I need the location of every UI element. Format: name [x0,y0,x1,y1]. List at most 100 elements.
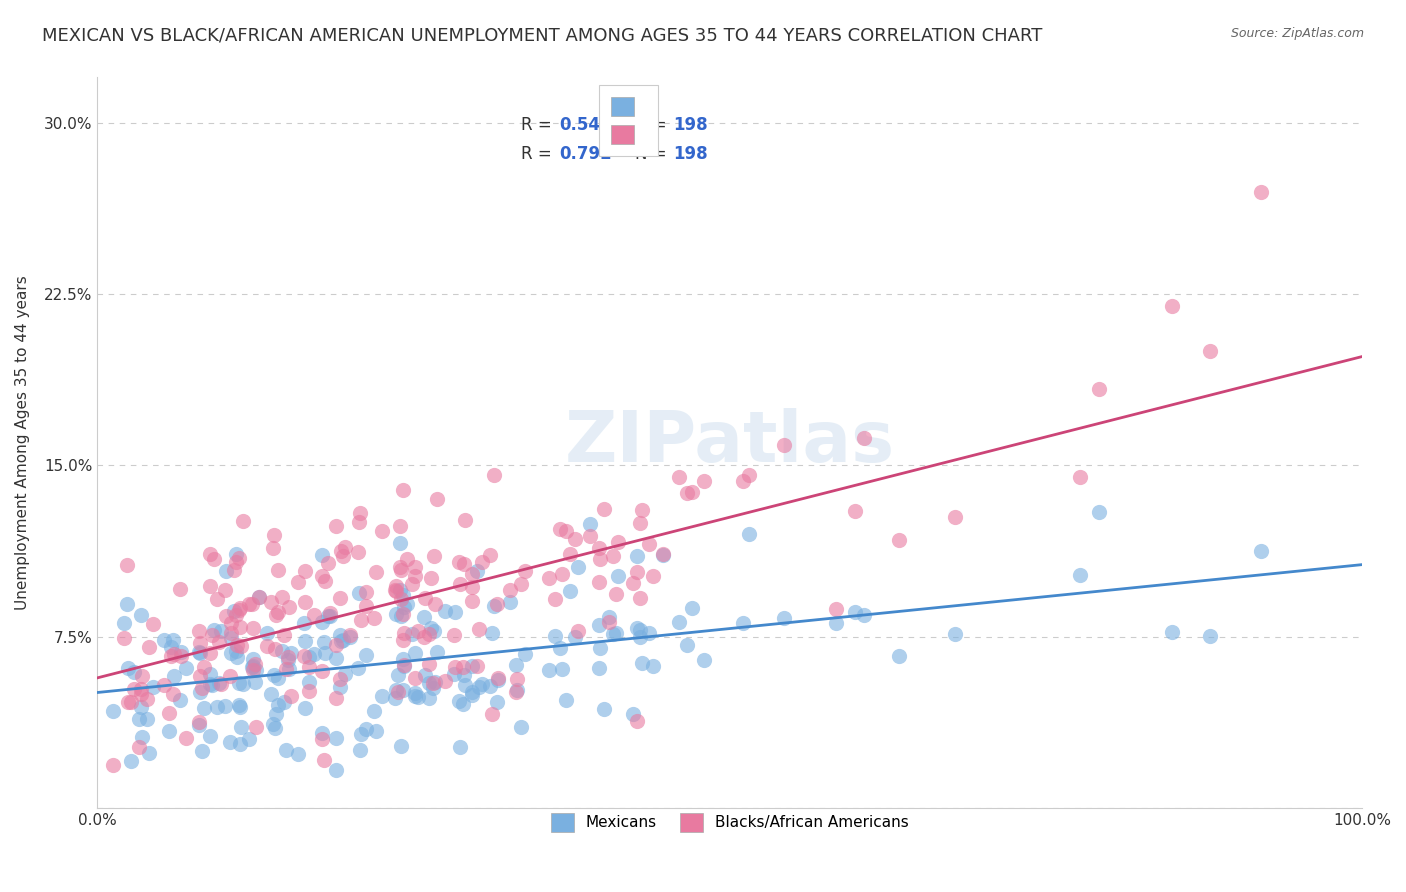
Mexicans [626,549,648,563]
Blacks/African Americans [312,753,335,767]
Blacks/African Americans [385,584,408,599]
Blacks/African Americans [264,608,287,623]
Mexicans [188,718,211,732]
Blacks/African Americans [198,547,221,561]
Mexicans [389,583,412,598]
Blacks/African Americans [588,575,610,590]
Blacks/African Americans [626,714,648,728]
Mexicans [311,615,333,629]
Blacks/African Americans [339,628,361,642]
Blacks/African Americans [304,607,326,622]
Blacks/African Americans [392,633,415,648]
Blacks/African Americans [676,486,699,500]
Mexicans [191,744,214,758]
Mexicans [198,677,221,691]
Blacks/African Americans [513,564,536,578]
Blacks/African Americans [444,660,467,674]
Blacks/African Americans [387,685,409,699]
Blacks/African Americans [349,515,371,529]
Blacks/African Americans [354,585,377,599]
Mexicans [731,616,754,631]
Mexicans [214,699,236,714]
Mexicans [419,621,441,635]
Mexicans [371,689,394,703]
Mexicans [314,646,336,660]
Mexicans [312,635,335,649]
Text: 0.792: 0.792 [558,145,612,163]
Blacks/African Americans [548,522,571,536]
Blacks/African Americans [681,484,703,499]
Mexicans [693,653,716,667]
Mexicans [129,699,152,714]
Blacks/African Americans [364,566,387,580]
Blacks/African Americans [558,547,581,561]
Blacks/African Americans [844,504,866,518]
Blacks/African Americans [202,552,225,566]
Blacks/African Americans [404,569,426,583]
Mexicans [363,704,385,718]
Blacks/African Americans [174,731,197,745]
Blacks/African Americans [392,607,415,622]
Mexicans [538,663,561,677]
Mexicans [449,739,471,754]
Blacks/African Americans [169,582,191,596]
Text: Source: ZipAtlas.com: Source: ZipAtlas.com [1230,27,1364,40]
Blacks/African Americans [238,597,260,611]
Mexicans [1161,624,1184,639]
Blacks/African Americans [225,607,247,622]
Mexicans [844,605,866,619]
Blacks/African Americans [193,660,215,674]
Blacks/African Americans [267,563,290,577]
Blacks/African Americans [240,597,263,611]
Text: N =: N = [634,116,672,134]
Mexicans [169,693,191,707]
Blacks/African Americans [242,621,264,635]
Blacks/African Americans [385,579,408,593]
Blacks/African Americans [329,672,352,686]
Blacks/African Americans [325,691,347,706]
Mexicans [188,647,211,661]
Mexicans [218,735,240,749]
Mexicans [339,630,361,644]
Mexicans [449,694,471,708]
Blacks/African Americans [170,649,193,664]
Blacks/African Americans [122,681,145,696]
Mexicans [128,712,150,726]
Blacks/African Americans [163,647,186,661]
Text: ZIPatlas: ZIPatlas [565,409,894,477]
Blacks/African Americans [564,532,586,546]
Blacks/African Americans [329,543,352,558]
Mexicans [631,656,654,670]
Blacks/African Americans [287,574,309,589]
Blacks/African Americans [482,468,505,483]
Mexicans [280,646,302,660]
Mexicans [482,599,505,613]
Blacks/African Americans [316,556,339,570]
Blacks/African Americans [354,599,377,613]
Mexicans [412,610,434,624]
Mexicans [198,730,221,744]
Blacks/African Americans [825,601,848,615]
Mexicans [454,677,477,691]
Mexicans [219,631,242,645]
Mexicans [319,609,342,624]
Mexicans [548,640,571,655]
Mexicans [193,701,215,715]
Mexicans [773,611,796,625]
Blacks/African Americans [391,563,413,577]
Blacks/African Americans [271,591,294,605]
Blacks/African Americans [292,649,315,664]
Mexicans [264,707,287,722]
Blacks/African Americans [273,627,295,641]
Mexicans [112,616,135,631]
Blacks/African Americans [389,559,412,574]
Mexicans [245,663,267,677]
Mexicans [325,763,347,777]
Blacks/African Americans [853,431,876,445]
Mexicans [602,627,624,641]
Mexicans [408,690,430,705]
Mexicans [238,731,260,746]
Blacks/African Americans [499,583,522,598]
Blacks/African Americans [329,591,352,605]
Text: 0.546: 0.546 [558,116,612,134]
